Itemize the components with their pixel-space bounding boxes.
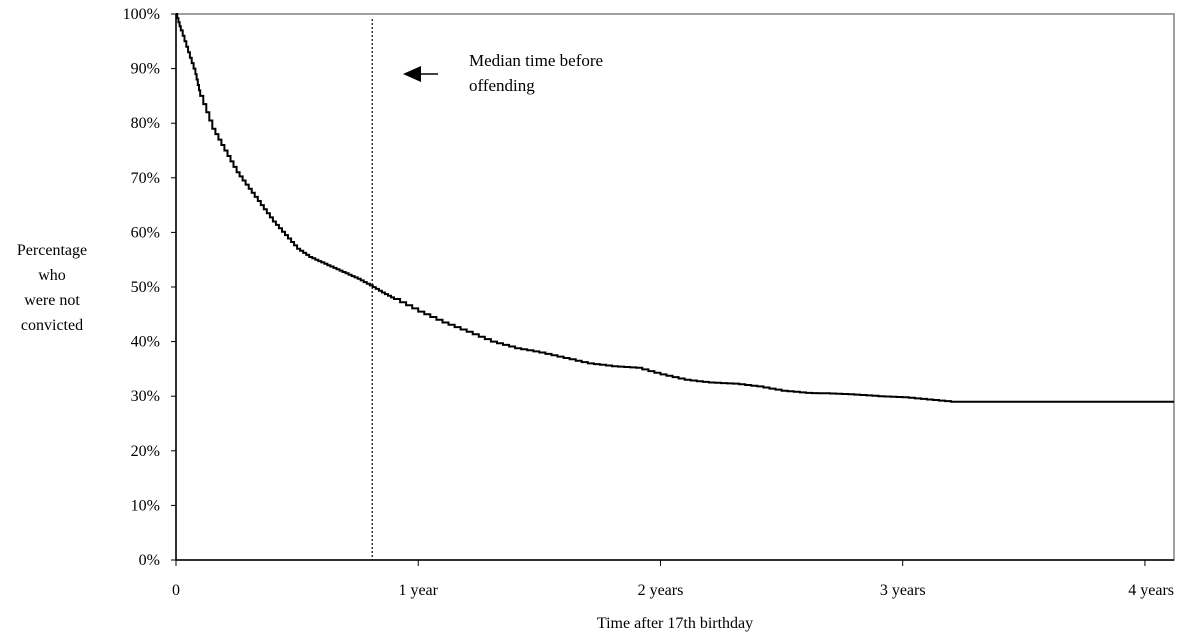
y-tick-label: 30% [131, 388, 160, 405]
y-axis-title: Percentage who were not convicted [17, 242, 87, 334]
x-tick-label: 1 year [398, 582, 438, 599]
annotation-arrow-icon [403, 66, 421, 82]
y-tick-label: 40% [131, 334, 160, 351]
y-axis: 0% 10% 20% 30% 40% 50% 60% 70% 80% 90% 100% [123, 6, 176, 569]
y-tick-label: 0% [139, 552, 160, 569]
x-tick-label: 3 years [880, 582, 926, 599]
x-tick-label: 4 years [1128, 582, 1174, 599]
y-tick-label: 70% [131, 170, 160, 187]
y-tick-label: 60% [131, 224, 160, 241]
annotation-line-1: Median time before [469, 51, 603, 70]
annotation-line-2: offending [469, 76, 535, 95]
x-axis-title: Time after 17th birthday [597, 615, 753, 632]
plot-area [175, 13, 1175, 561]
y-tick-label: 100% [123, 6, 160, 23]
x-tick-label: 2 years [638, 582, 684, 599]
y-axis-title-line-1: Percentage [17, 242, 87, 259]
y-axis-title-line-4: convicted [21, 317, 83, 334]
y-tick-label: 90% [131, 61, 160, 78]
y-axis-title-line-3: were not [24, 292, 80, 309]
x-tick-label: 0 [172, 582, 180, 599]
y-tick-label: 80% [131, 115, 160, 132]
y-tick-label: 20% [131, 443, 160, 460]
y-tick-label: 50% [131, 279, 160, 296]
y-tick-label: 10% [131, 497, 160, 514]
y-axis-title-line-2: who [38, 267, 66, 284]
median-annotation: Median time before offending [403, 51, 603, 95]
series-line [176, 13, 1174, 403]
x-axis: 0 1 year 2 years 3 years 4 years [172, 14, 1174, 599]
